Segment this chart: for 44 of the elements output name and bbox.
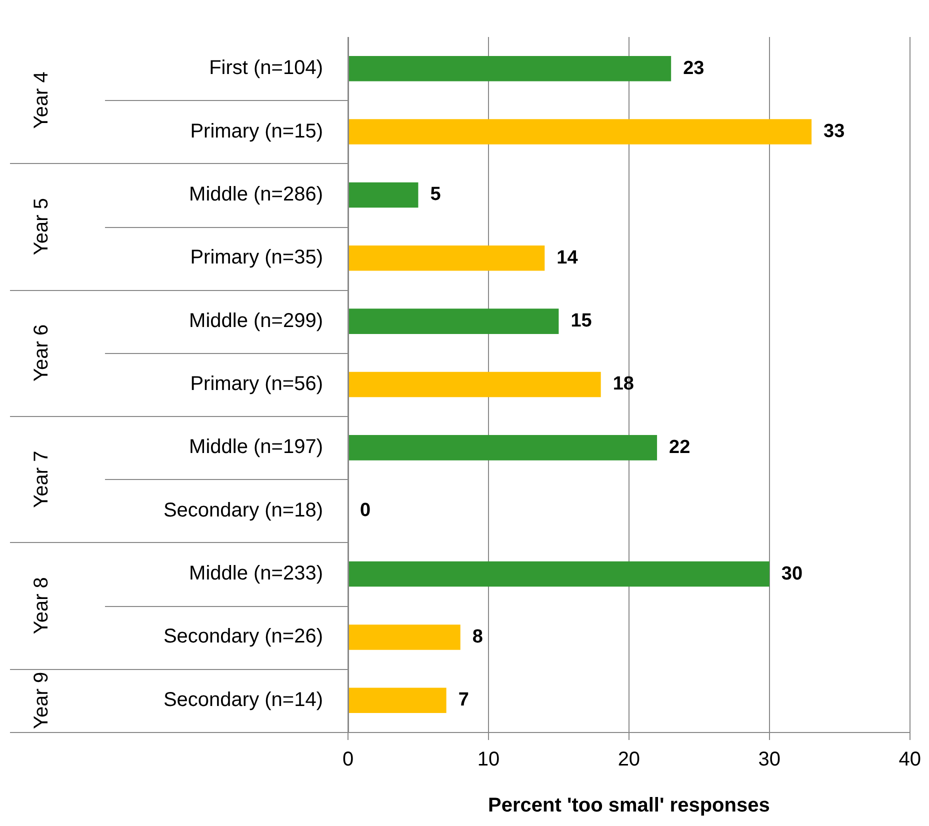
y-tick-label: Primary (n=35) [190, 246, 323, 269]
y-tick-label: Secondary (n=26) [163, 626, 323, 648]
x-tick-label: 20 [618, 748, 640, 771]
y-tick-label: Primary (n=15) [190, 120, 323, 142]
bar [348, 182, 418, 208]
bar [348, 561, 770, 587]
x-tick-label: 10 [477, 748, 500, 771]
text: Year 9 [30, 672, 53, 729]
x-tick-label: 0 [342, 748, 354, 771]
data-label: 22 [669, 436, 690, 458]
y-tick-label: First (n=104) [209, 57, 323, 80]
data-label: 7 [458, 690, 469, 711]
y-tick-label: Middle (n=233) [189, 562, 323, 585]
y-tick-label: Middle (n=197) [189, 436, 323, 458]
bar [348, 435, 658, 460]
text: Year 8 [30, 577, 53, 634]
bar [348, 308, 559, 334]
bar [348, 624, 460, 650]
data-label: 14 [556, 247, 578, 268]
bar [348, 119, 812, 144]
y-tick-label: Secondary (n=18) [163, 499, 323, 522]
data-label: 23 [683, 58, 704, 79]
data-label: 0 [360, 500, 371, 522]
text: Year 6 [30, 324, 53, 382]
y-tick-label: Primary (n=56) [190, 373, 323, 396]
y-tick-label: Middle (n=299) [189, 310, 323, 332]
text: Year 4 [30, 72, 53, 129]
y-tick-label: Middle (n=286) [189, 183, 323, 206]
data-label: 33 [824, 121, 845, 142]
data-label: 8 [472, 626, 483, 648]
bar [348, 372, 601, 398]
x-axis-title: Percent 'too small' responses [488, 794, 770, 817]
y-tick-label: Secondary (n=14) [163, 688, 323, 711]
text: Year 7 [30, 450, 53, 508]
data-label: 18 [612, 374, 634, 395]
bar [348, 246, 545, 271]
bar [348, 56, 672, 82]
bar [348, 688, 446, 714]
data-label: 15 [570, 310, 592, 332]
text: Year 5 [30, 198, 53, 256]
x-tick-label: 30 [758, 748, 781, 771]
x-tick-label: 40 [898, 748, 921, 771]
data-label: 5 [430, 184, 442, 206]
data-label: 30 [781, 563, 803, 584]
